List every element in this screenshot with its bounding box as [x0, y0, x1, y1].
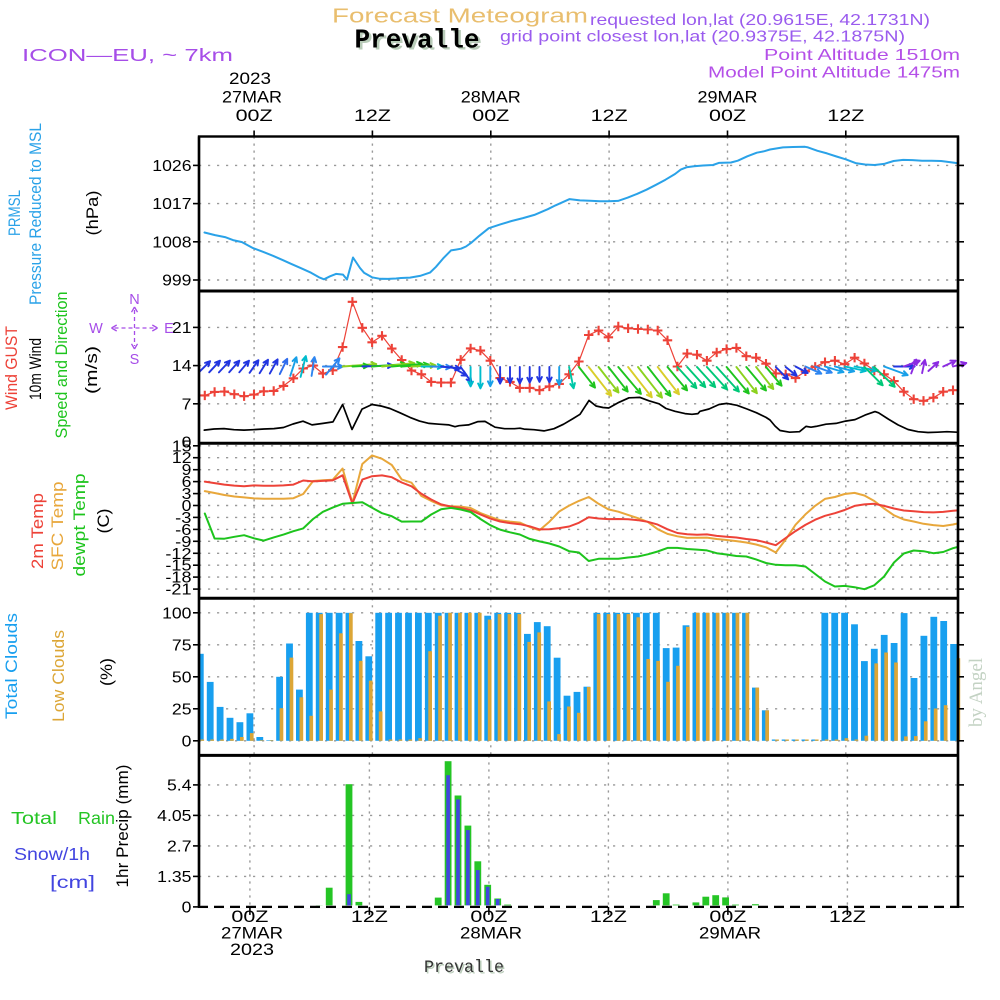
svg-text:W: W: [89, 321, 103, 337]
svg-text:00Z: 00Z: [231, 907, 268, 926]
svg-text:1026: 1026: [152, 158, 191, 175]
svg-text:-18: -18: [165, 570, 191, 587]
svg-text:00Z: 00Z: [236, 106, 273, 125]
svg-text:27MAR: 27MAR: [221, 924, 283, 943]
svg-text:50: 50: [172, 669, 192, 686]
svg-text:1008: 1008: [152, 234, 191, 251]
svg-text:by Angel: by Angel: [966, 658, 987, 727]
svg-text:S: S: [130, 352, 140, 368]
svg-text:requested lon,lat (20.9615E, 4: requested lon,lat (20.9615E, 42.1731N): [590, 12, 930, 29]
svg-text:14: 14: [172, 358, 192, 375]
svg-text:Wind GUST: Wind GUST: [2, 326, 21, 410]
svg-text:Model Point Altitude 1475m: Model Point Altitude 1475m: [708, 65, 960, 82]
svg-text:28MAR: 28MAR: [460, 924, 522, 943]
svg-text:Prevalle: Prevalle: [355, 27, 480, 57]
svg-text:12Z: 12Z: [591, 106, 628, 125]
svg-text:dewpt Temp: dewpt Temp: [70, 474, 89, 577]
svg-text:12: 12: [172, 450, 192, 467]
svg-text:PRMSL: PRMSL: [5, 190, 24, 236]
svg-text:25: 25: [172, 701, 192, 718]
svg-text:-3: -3: [175, 510, 191, 527]
svg-text:0: 0: [182, 899, 192, 916]
svg-text:(%): (%): [97, 658, 116, 686]
svg-text:Pressure Reduced to MSL: Pressure Reduced to MSL: [26, 123, 45, 305]
svg-text:00Z: 00Z: [470, 907, 507, 926]
svg-text:12Z: 12Z: [590, 907, 627, 926]
svg-text:7: 7: [182, 396, 192, 413]
svg-text:3: 3: [182, 486, 192, 503]
svg-text:1hr Precip (mm): 1hr Precip (mm): [113, 765, 132, 888]
svg-text:N: N: [129, 292, 139, 308]
svg-text:Total Clouds: Total Clouds: [2, 613, 21, 719]
svg-text:grid point closest lon,lat (20: grid point closest lon,lat (20.9375E, 42…: [500, 29, 905, 46]
svg-text:12Z: 12Z: [354, 106, 391, 125]
svg-text:SFC Temp: SFC Temp: [48, 482, 67, 571]
svg-text:4.05: 4.05: [157, 808, 191, 825]
svg-text:(hPa): (hPa): [83, 191, 102, 236]
svg-text:12Z: 12Z: [351, 907, 388, 926]
svg-text:00Z: 00Z: [709, 907, 746, 926]
svg-text:21: 21: [172, 320, 192, 337]
svg-text:2023: 2023: [229, 69, 271, 88]
svg-text:6: 6: [182, 474, 192, 491]
svg-text:2m Temp: 2m Temp: [28, 493, 47, 569]
svg-text:2023: 2023: [230, 940, 274, 959]
svg-text:10m Wind: 10m Wind: [26, 338, 45, 400]
svg-text:0: 0: [182, 498, 192, 515]
svg-text:0: 0: [182, 434, 192, 451]
svg-text:1.35: 1.35: [157, 869, 191, 886]
svg-text:29MAR: 29MAR: [699, 924, 761, 943]
svg-text:12Z: 12Z: [829, 907, 866, 926]
svg-text:12Z: 12Z: [827, 106, 864, 125]
svg-text:75: 75: [172, 637, 192, 654]
svg-text:2.7: 2.7: [167, 838, 192, 855]
svg-text:999: 999: [162, 273, 192, 290]
svg-text:00Z: 00Z: [709, 106, 746, 125]
svg-text:-15: -15: [165, 558, 191, 575]
svg-text:Prevalle: Prevalle: [357, 29, 482, 59]
svg-text:-9: -9: [175, 534, 191, 551]
svg-text:5.4: 5.4: [167, 777, 192, 794]
svg-text:Prevalle: Prevalle: [424, 958, 504, 978]
svg-text:00Z: 00Z: [472, 106, 509, 125]
svg-text:29MAR: 29MAR: [698, 88, 758, 107]
svg-text:Prevalle: Prevalle: [426, 960, 506, 980]
svg-text:100: 100: [162, 605, 192, 622]
svg-text:Low Clouds: Low Clouds: [49, 630, 68, 722]
svg-text:ICON—EU, ~ 7km: ICON—EU, ~ 7km: [22, 45, 233, 65]
svg-text:E: E: [164, 321, 174, 337]
svg-text:0: 0: [182, 733, 192, 750]
svg-text:-6: -6: [175, 522, 191, 539]
svg-text:Speed and Direction: Speed and Direction: [52, 292, 71, 439]
svg-text:Total: Total: [11, 808, 57, 828]
svg-text:Forecast Meteogram: Forecast Meteogram: [332, 6, 588, 28]
svg-text:15: 15: [172, 438, 192, 455]
svg-text:28MAR: 28MAR: [461, 88, 521, 107]
svg-text:9: 9: [182, 462, 192, 479]
svg-text:-12: -12: [165, 546, 191, 563]
svg-text:[cm]: [cm]: [50, 872, 95, 892]
svg-text:(C): (C): [94, 509, 113, 534]
svg-text:Rain: Rain: [78, 808, 115, 828]
svg-text:-21: -21: [165, 582, 191, 599]
svg-text:1017: 1017: [152, 196, 191, 213]
svg-text:(m/s): (m/s): [82, 346, 101, 394]
svg-text:Point Altitude 1510m: Point Altitude 1510m: [764, 47, 960, 64]
svg-text:Snow/1h: Snow/1h: [14, 844, 90, 864]
svg-text:27MAR: 27MAR: [222, 88, 282, 107]
